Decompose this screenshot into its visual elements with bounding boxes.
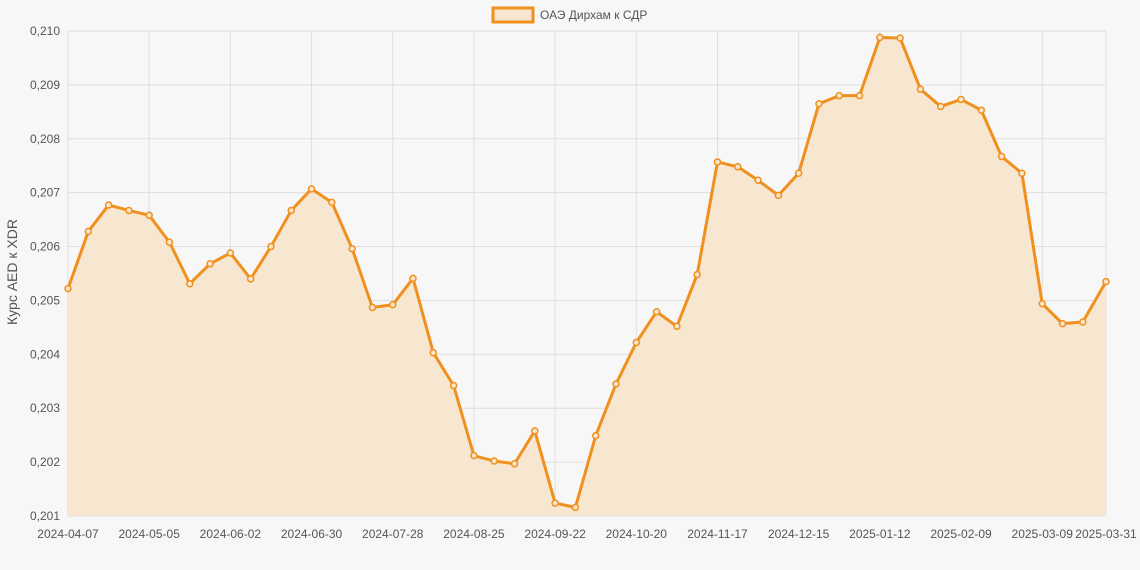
data-point[interactable] bbox=[855, 91, 864, 100]
legend[interactable]: ОАЭ Дирхам к СДР bbox=[491, 6, 647, 24]
y-axis-title: Курс AED к XDR bbox=[4, 219, 20, 325]
x-tick-label: 2024-08-25 bbox=[443, 527, 505, 541]
y-tick-label: 0,204 bbox=[30, 347, 60, 361]
data-point[interactable] bbox=[449, 381, 458, 390]
x-tick-label: 2025-02-09 bbox=[930, 527, 992, 541]
y-tick-label: 0,206 bbox=[30, 240, 60, 254]
data-point[interactable] bbox=[936, 102, 945, 111]
x-tick-label: 2024-04-07 bbox=[37, 527, 99, 541]
data-point[interactable] bbox=[348, 244, 356, 253]
data-point[interactable] bbox=[1018, 169, 1026, 178]
data-point[interactable] bbox=[246, 275, 255, 283]
x-tick-label: 2025-03-09 bbox=[1012, 527, 1074, 541]
data-point[interactable] bbox=[652, 308, 661, 316]
data-point[interactable] bbox=[287, 206, 296, 215]
x-tick-label: 2024-07-28 bbox=[362, 527, 424, 541]
x-tick-label: 2025-03-31 bbox=[1075, 527, 1137, 541]
data-point[interactable] bbox=[815, 100, 823, 108]
y-tick-label: 0,202 bbox=[30, 455, 60, 469]
legend-swatch[interactable] bbox=[491, 6, 535, 24]
data-point[interactable] bbox=[125, 206, 133, 215]
data-point[interactable] bbox=[896, 34, 904, 42]
data-point[interactable] bbox=[977, 106, 986, 114]
data-point[interactable] bbox=[409, 274, 417, 283]
data-point[interactable] bbox=[368, 303, 377, 312]
y-tick-label: 0,203 bbox=[30, 401, 60, 415]
x-tick-label: 2024-09-22 bbox=[524, 527, 586, 541]
data-point[interactable] bbox=[794, 169, 803, 178]
y-tick-label: 0,210 bbox=[30, 24, 60, 38]
series-line-path bbox=[66, 35, 1108, 509]
x-tick-label: 2024-06-30 bbox=[281, 527, 343, 541]
data-point[interactable] bbox=[876, 33, 884, 42]
data-point[interactable] bbox=[145, 211, 153, 220]
series-line bbox=[66, 35, 1108, 509]
legend-label[interactable]: ОАЭ Дирхам к СДР bbox=[540, 8, 647, 22]
data-point[interactable] bbox=[267, 242, 275, 251]
data-point[interactable] bbox=[997, 152, 1006, 161]
y-tick-label: 0,205 bbox=[30, 293, 60, 307]
x-tick-label: 2024-06-02 bbox=[200, 527, 262, 541]
data-point[interactable] bbox=[206, 260, 214, 268]
data-point[interactable] bbox=[957, 95, 965, 104]
data-point[interactable] bbox=[612, 380, 620, 388]
x-tick-label: 2024-12-15 bbox=[768, 527, 830, 541]
data-point[interactable] bbox=[490, 457, 498, 465]
y-tick-label: 0,209 bbox=[30, 78, 60, 92]
data-point[interactable] bbox=[104, 201, 113, 209]
x-tick-label: 2024-10-20 bbox=[606, 527, 668, 541]
x-axis-ticks: 2024-04-07 2024-05-05 2024-06-02 2024-06-30… bbox=[37, 527, 1137, 541]
data-point[interactable] bbox=[693, 270, 701, 279]
y-tick-label: 0,201 bbox=[30, 509, 60, 523]
data-point[interactable] bbox=[531, 427, 539, 435]
y-axis-ticks: 0,210 0,209 0,208 0,207 0,206 0,205 0,204 0,203… bbox=[30, 24, 60, 523]
data-point[interactable] bbox=[754, 176, 762, 185]
data-point[interactable] bbox=[632, 338, 641, 347]
data-point[interactable] bbox=[64, 284, 72, 293]
x-tick-label: 2024-11-17 bbox=[687, 527, 748, 541]
data-point[interactable] bbox=[307, 185, 316, 193]
data-point[interactable] bbox=[186, 279, 194, 288]
data-point[interactable] bbox=[429, 348, 438, 357]
area-fill bbox=[68, 37, 1106, 516]
series-points bbox=[64, 33, 1110, 512]
x-tick-label: 2024-05-05 bbox=[118, 527, 180, 541]
x-tick-label: 2025-01-12 bbox=[849, 527, 911, 541]
data-point[interactable] bbox=[774, 191, 783, 200]
data-point[interactable] bbox=[571, 503, 580, 512]
data-point[interactable] bbox=[673, 322, 681, 331]
data-point[interactable] bbox=[1079, 318, 1087, 326]
data-point[interactable] bbox=[165, 238, 174, 246]
data-point[interactable] bbox=[510, 459, 519, 468]
data-point[interactable] bbox=[835, 91, 843, 100]
data-point[interactable] bbox=[713, 158, 722, 166]
data-point[interactable] bbox=[470, 451, 478, 460]
data-point[interactable] bbox=[734, 163, 742, 171]
data-point[interactable] bbox=[916, 85, 925, 93]
data-point[interactable] bbox=[591, 431, 600, 440]
data-point[interactable] bbox=[84, 227, 93, 236]
y-tick-label: 0,208 bbox=[30, 132, 60, 146]
data-point[interactable] bbox=[1038, 299, 1046, 308]
data-point[interactable] bbox=[226, 249, 235, 257]
data-point[interactable] bbox=[1102, 277, 1110, 286]
y-tick-label: 0,207 bbox=[30, 186, 60, 200]
data-point[interactable] bbox=[388, 301, 397, 309]
data-point[interactable] bbox=[1058, 319, 1067, 328]
data-point[interactable] bbox=[551, 499, 559, 507]
series-area bbox=[68, 37, 1106, 516]
data-point[interactable] bbox=[328, 198, 336, 207]
